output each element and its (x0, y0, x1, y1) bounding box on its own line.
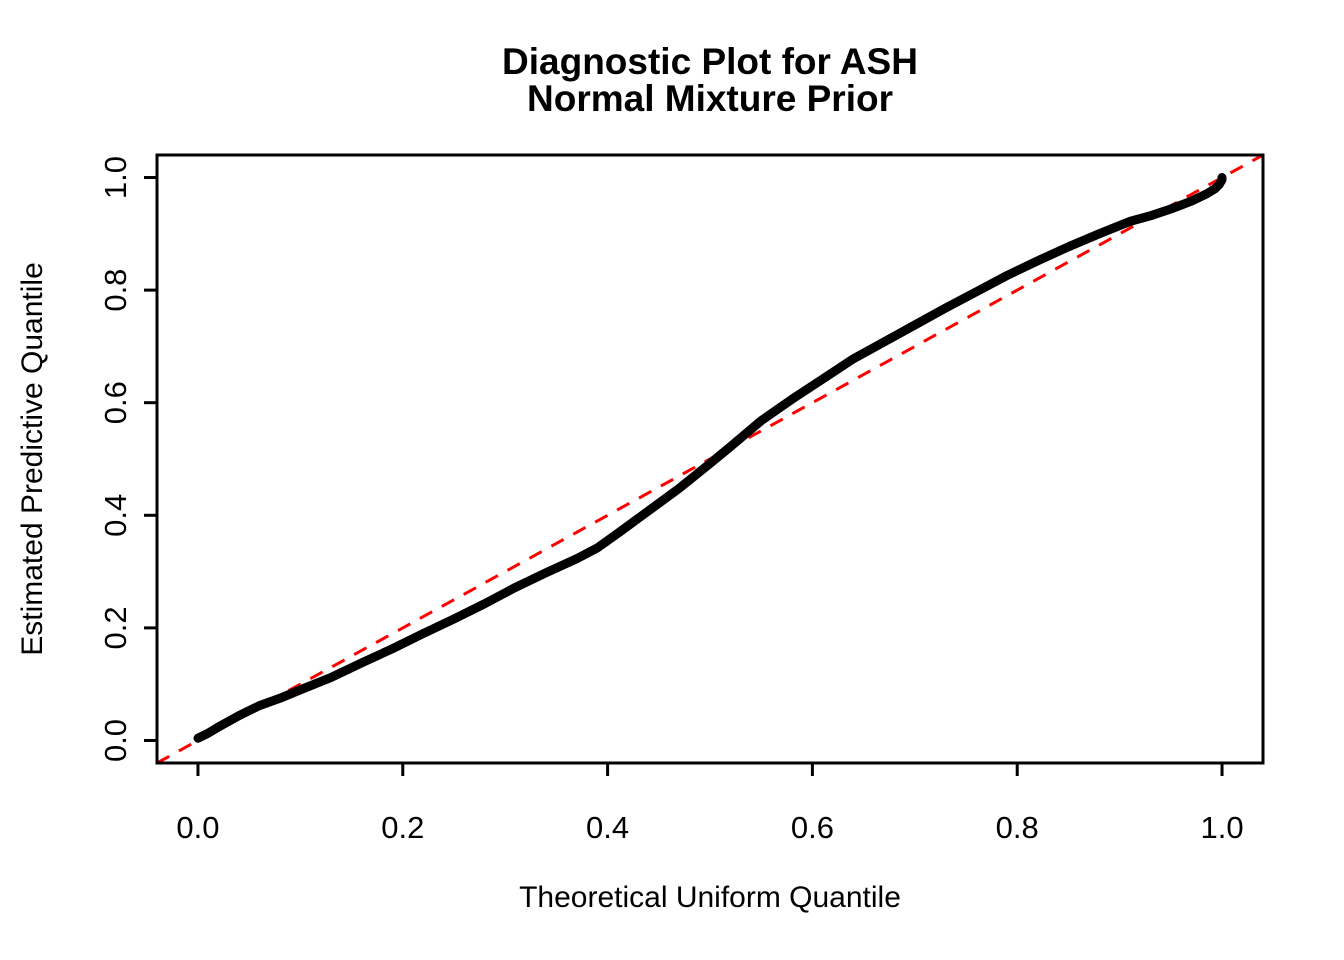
y-axis-tick-label: 0.4 (98, 494, 133, 537)
x-axis-tick-label: 0.4 (586, 810, 629, 845)
plot-title-line2: Normal Mixture Prior (527, 78, 893, 119)
y-axis-tick-label: 0.0 (98, 719, 133, 762)
axis-ticks-layer: 0.0 0.2 0.4 0.6 0.8 1.0 0.0 0.2 0.4 0.6 0.8 1.0 (98, 156, 1244, 845)
series-layer (156, 153, 1264, 765)
y-axis-title: Estimated Predictive Quantile (16, 262, 49, 656)
x-axis-tick-label: 1.0 (1200, 810, 1243, 845)
y-axis-tick-label: 1.0 (98, 156, 133, 199)
y-axis-tick-label: 0.8 (98, 269, 133, 312)
x-axis-tick-label: 0.2 (381, 810, 424, 845)
x-axis-tick-label: 0.8 (996, 810, 1039, 845)
plot-title-line1: Diagnostic Plot for ASH (502, 41, 918, 82)
estimated-vs-theoretical-quantile-curve (193, 173, 1227, 743)
x-axis-tick-label: 0.0 (176, 810, 219, 845)
y-axis-tick-label: 0.6 (98, 381, 133, 424)
y-axis-tick-label: 0.2 (98, 606, 133, 649)
x-axis-title: Theoretical Uniform Quantile (519, 881, 901, 914)
x-axis-tick-label: 0.6 (791, 810, 834, 845)
plot-box-border (155, 153, 1265, 765)
